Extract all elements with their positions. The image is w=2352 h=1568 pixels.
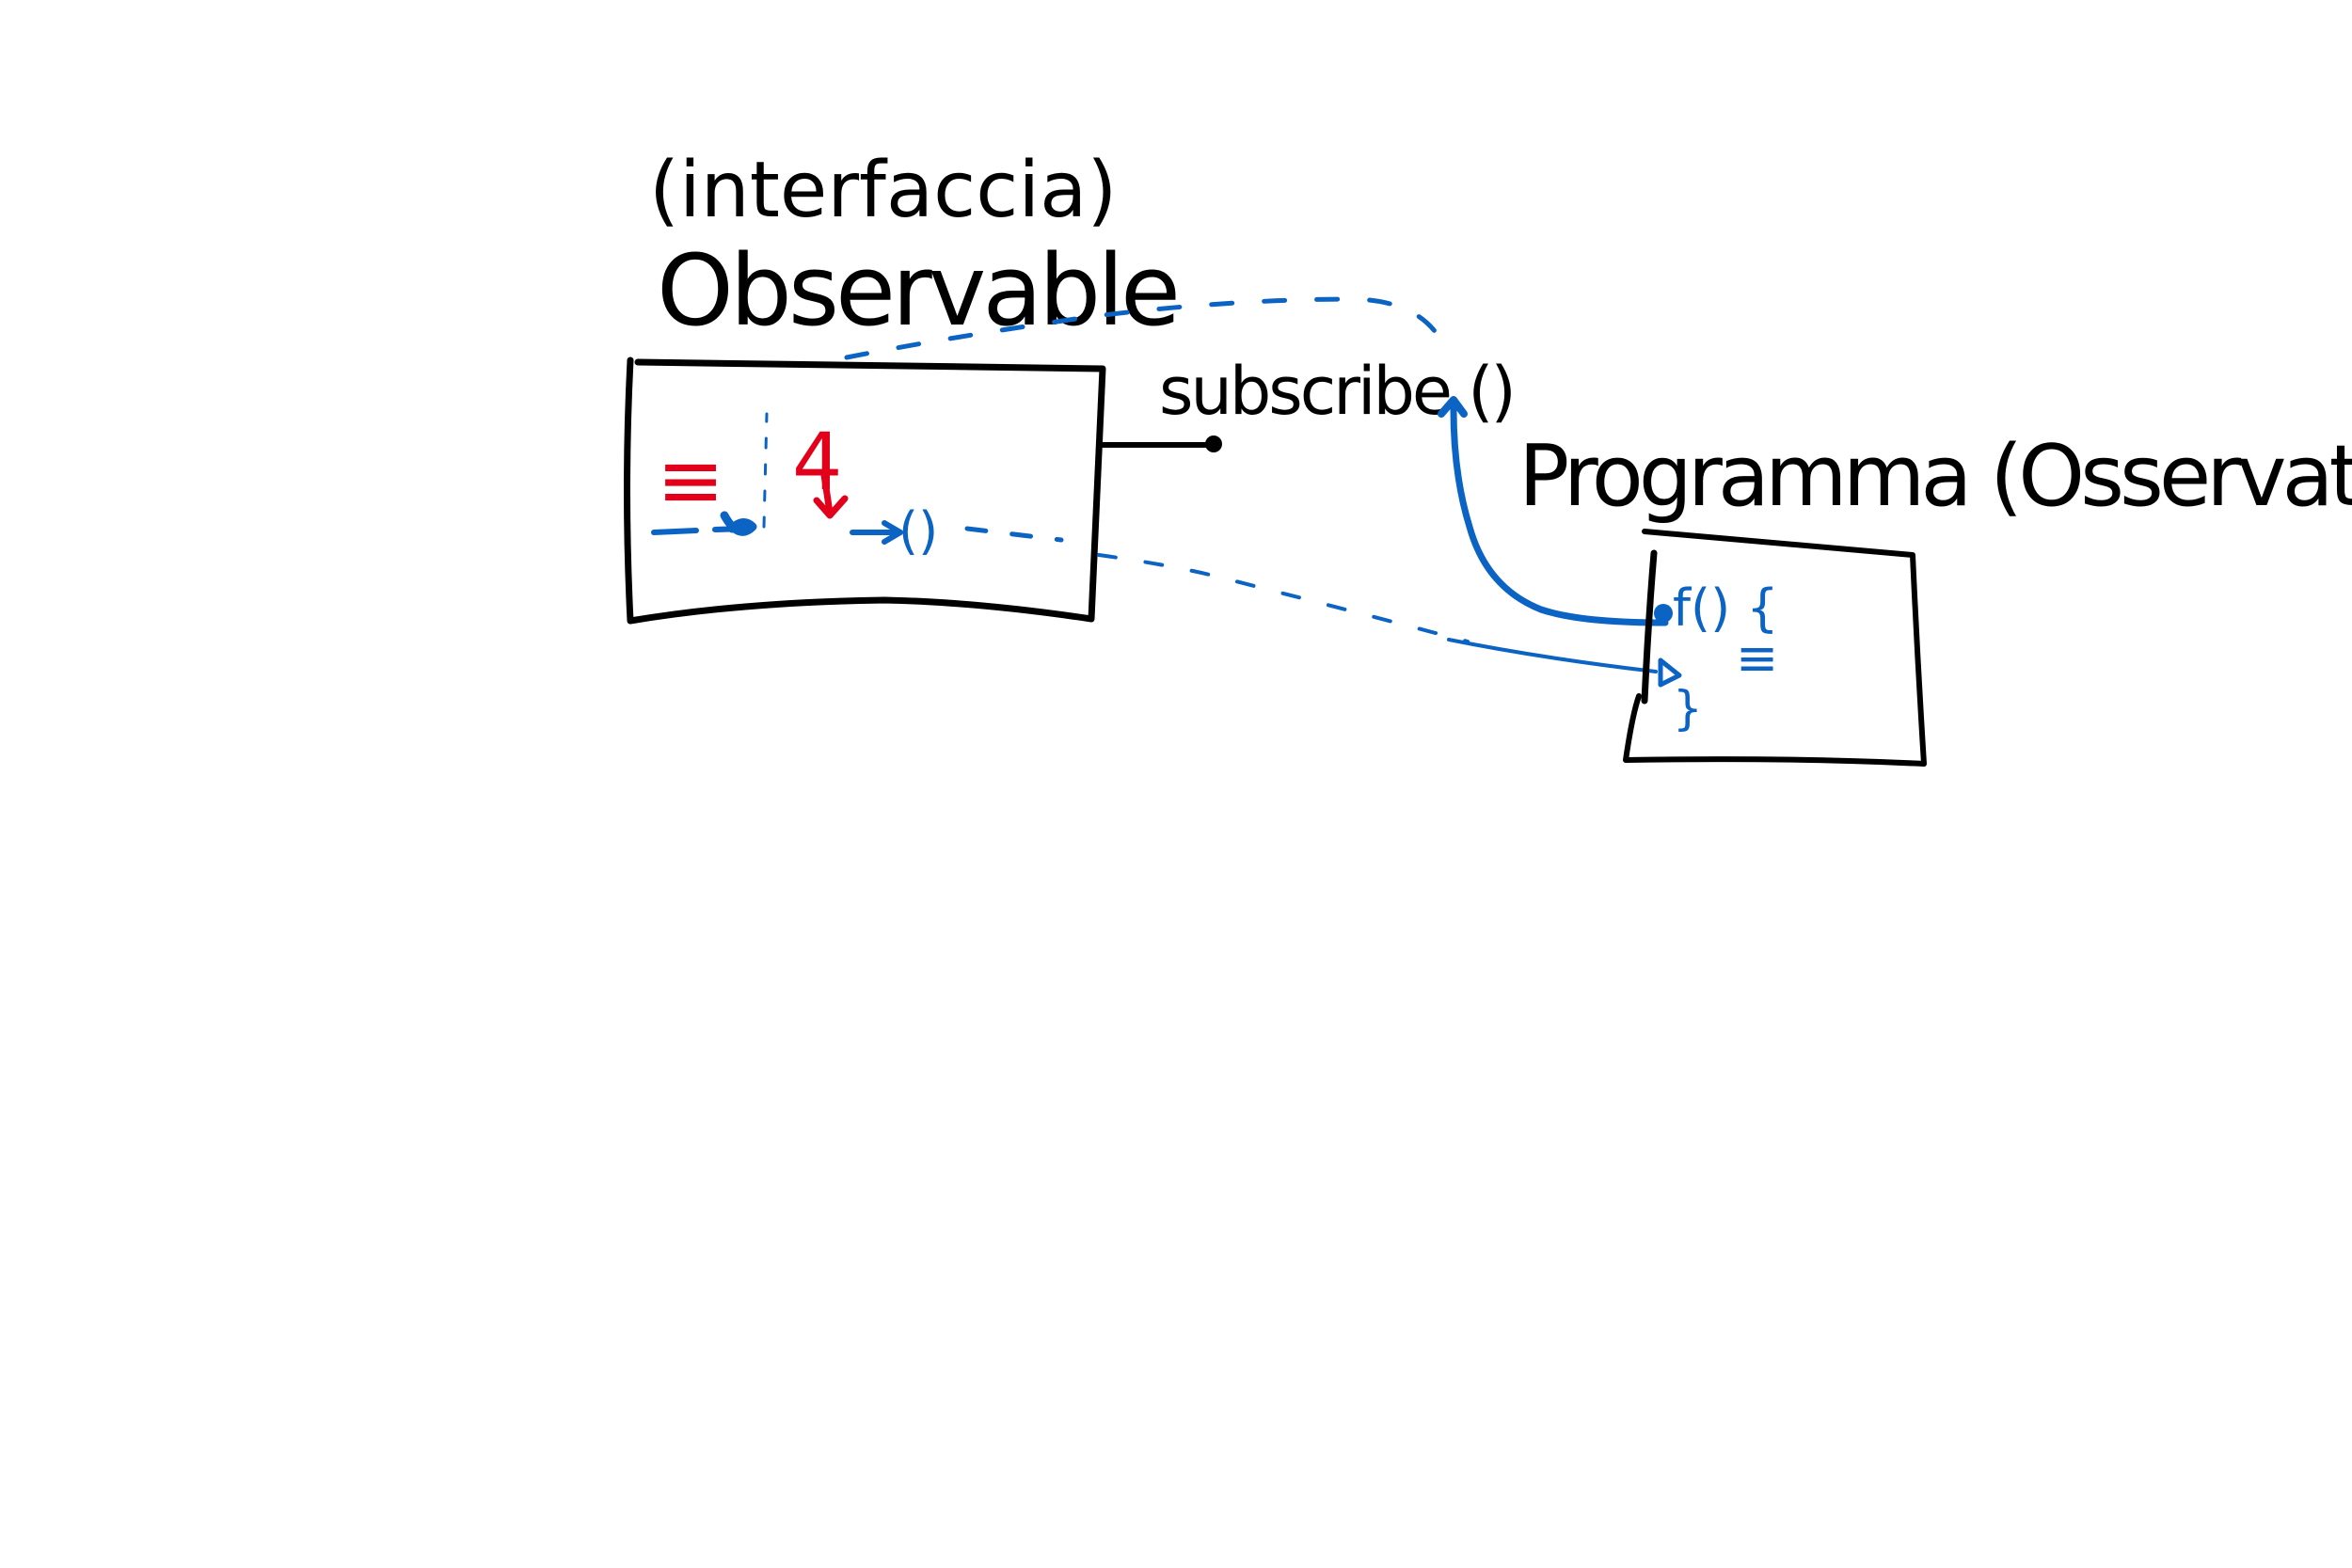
observer-body-lines: ≡ — [1736, 628, 1778, 688]
subscribe-connector-dot — [1205, 436, 1222, 452]
observable-to-observer-dashed — [1097, 553, 1470, 643]
observable-arrow-to-call — [850, 520, 903, 545]
observable-box — [624, 356, 1106, 625]
observable-title: Observable — [657, 233, 1177, 348]
observer-box — [1623, 529, 1927, 767]
observable-red-lines: ≡ — [657, 434, 724, 528]
observer-func-signature: f() { — [1673, 578, 1779, 638]
observable-to-observer-arrowhead — [1658, 657, 1682, 688]
observable-dotted-vertical — [762, 412, 769, 529]
observable-caption: (interfaccia) — [649, 146, 1117, 235]
observer-func-dot — [1654, 604, 1673, 623]
observer-title: Programma (Osservatore) — [1518, 427, 2352, 526]
observer-to-subscribe-arrowhead — [1438, 396, 1468, 418]
observable-red-value: 4 — [792, 416, 842, 508]
observer-closing-brace: } — [1673, 681, 1703, 736]
observable-inner-node — [720, 511, 757, 536]
observer-interface-bar — [1641, 549, 1658, 705]
red-value-arrow — [813, 471, 849, 519]
observable-dashed-exit — [964, 526, 1064, 543]
subscribe-label: subscribe () — [1159, 353, 1514, 430]
observable-to-observer-arrow — [1447, 638, 1658, 673]
observer-to-subscribe-arrow — [1450, 405, 1669, 626]
observable-call-paren: () — [898, 501, 938, 561]
